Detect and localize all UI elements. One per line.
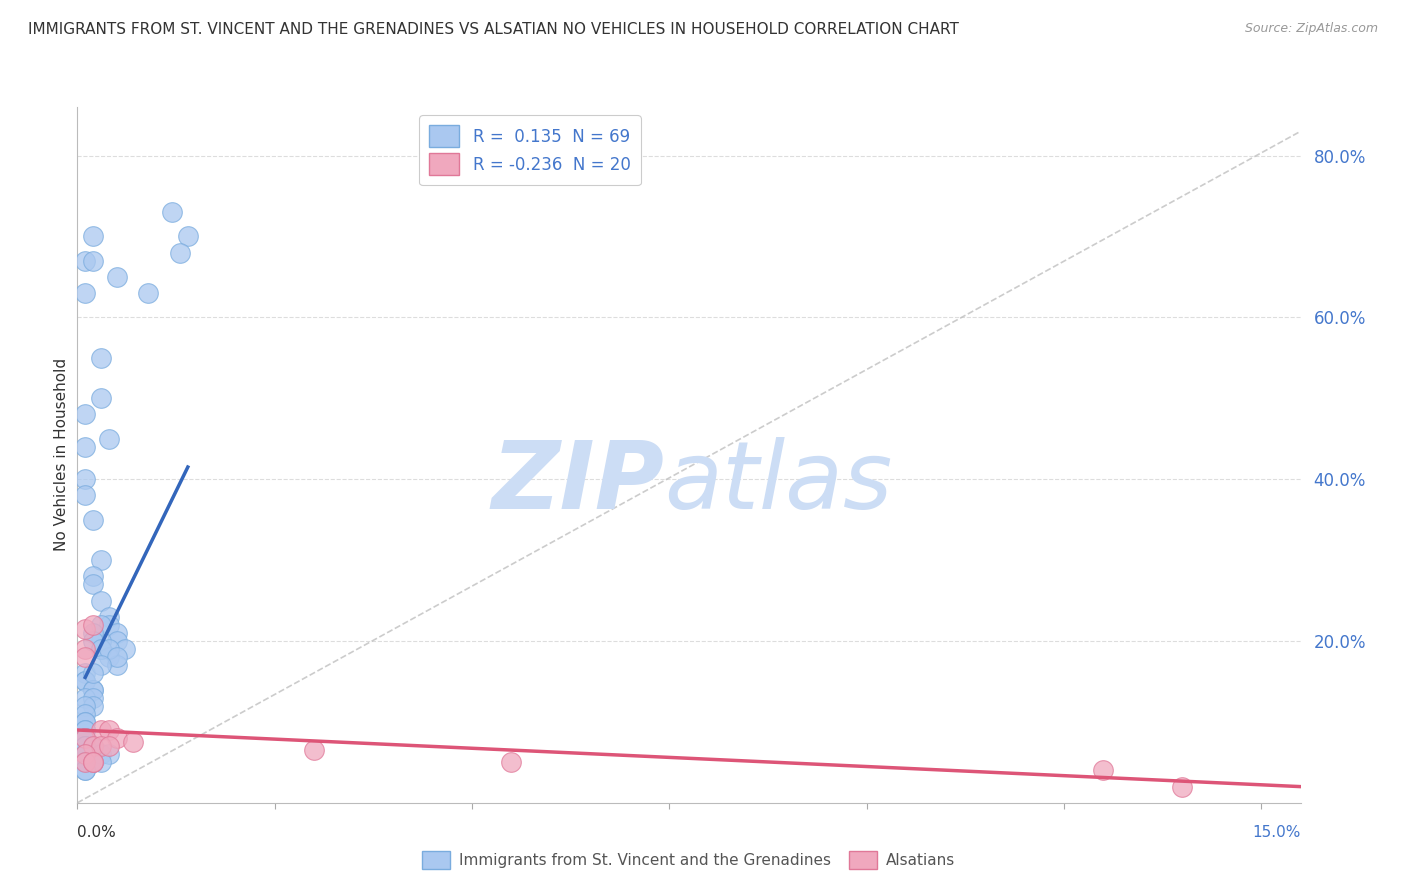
Point (97, 617, 120, 632)
Point (90, 747, 112, 762)
Point (90, 642, 112, 657)
Point (90, 593, 112, 607)
Point (75, 666, 97, 681)
Point (75, 739, 97, 754)
Point (177, 229, 200, 244)
Point (75, 408, 97, 422)
Point (75, 756, 97, 770)
Point (97, 739, 120, 754)
Point (105, 731, 128, 745)
Point (82, 698, 104, 713)
Point (75, 650, 97, 665)
Point (75, 674, 97, 689)
Point (75, 642, 97, 657)
Point (160, 205, 183, 219)
Point (75, 723, 97, 737)
Text: 0.0%: 0.0% (77, 825, 117, 840)
Point (75, 706, 97, 721)
Point (75, 472, 97, 486)
Point (90, 756, 112, 770)
Point (90, 658, 112, 673)
Point (82, 577, 104, 591)
Point (75, 731, 97, 745)
Point (90, 392, 112, 406)
Point (75, 764, 97, 778)
Point (90, 553, 112, 567)
Point (1092, 764, 1115, 778)
Point (105, 634, 128, 648)
Point (97, 723, 120, 737)
Point (82, 756, 104, 770)
Point (121, 735, 143, 749)
Point (75, 723, 97, 737)
Point (75, 739, 97, 754)
Point (302, 743, 325, 757)
Point (97, 642, 120, 657)
Point (75, 690, 97, 705)
Point (97, 747, 120, 762)
Point (82, 756, 104, 770)
Point (97, 432, 120, 446)
Point (75, 714, 97, 729)
Text: atlas: atlas (665, 437, 893, 528)
Point (82, 229, 104, 244)
Point (82, 739, 104, 754)
Point (82, 634, 104, 648)
Point (501, 756, 523, 770)
Point (90, 634, 112, 648)
Point (75, 698, 97, 713)
Point (105, 626, 128, 640)
Point (75, 756, 97, 770)
Point (105, 269, 128, 284)
Point (82, 690, 104, 705)
Point (75, 739, 97, 754)
Text: ZIP: ZIP (492, 437, 665, 529)
Point (75, 756, 97, 770)
Point (75, 731, 97, 745)
Point (75, 747, 97, 762)
Point (114, 642, 136, 657)
Y-axis label: No Vehicles in Household: No Vehicles in Household (53, 359, 69, 551)
Point (82, 617, 104, 632)
Point (82, 666, 104, 681)
Point (90, 739, 112, 754)
Point (82, 682, 104, 697)
Point (82, 682, 104, 697)
Point (75, 764, 97, 778)
Point (82, 569, 104, 583)
Point (75, 747, 97, 762)
Legend: Immigrants from St. Vincent and the Grenadines, Alsatians: Immigrants from St. Vincent and the Gren… (416, 846, 962, 875)
Point (75, 714, 97, 729)
Point (169, 245, 191, 260)
Point (90, 642, 112, 657)
Text: IMMIGRANTS FROM ST. VINCENT AND THE GRENADINES VS ALSATIAN NO VEHICLES IN HOUSEH: IMMIGRANTS FROM ST. VINCENT AND THE GREN… (28, 22, 959, 37)
Point (82, 756, 104, 770)
Point (82, 253, 104, 268)
Point (75, 286, 97, 301)
Point (75, 731, 97, 745)
Point (75, 488, 97, 502)
Point (75, 756, 97, 770)
Point (90, 617, 112, 632)
Point (105, 650, 128, 665)
Text: 15.0%: 15.0% (1253, 825, 1301, 840)
Point (105, 658, 128, 673)
Point (1171, 780, 1194, 794)
Text: Source: ZipAtlas.com: Source: ZipAtlas.com (1244, 22, 1378, 36)
Point (75, 674, 97, 689)
Point (90, 723, 112, 737)
Point (82, 513, 104, 527)
Point (75, 440, 97, 454)
Point (82, 756, 104, 770)
Point (138, 286, 160, 301)
Point (97, 650, 120, 665)
Point (82, 626, 104, 640)
Point (90, 351, 112, 365)
Point (82, 739, 104, 754)
Point (75, 622, 97, 636)
Point (97, 609, 120, 624)
Point (75, 253, 97, 268)
